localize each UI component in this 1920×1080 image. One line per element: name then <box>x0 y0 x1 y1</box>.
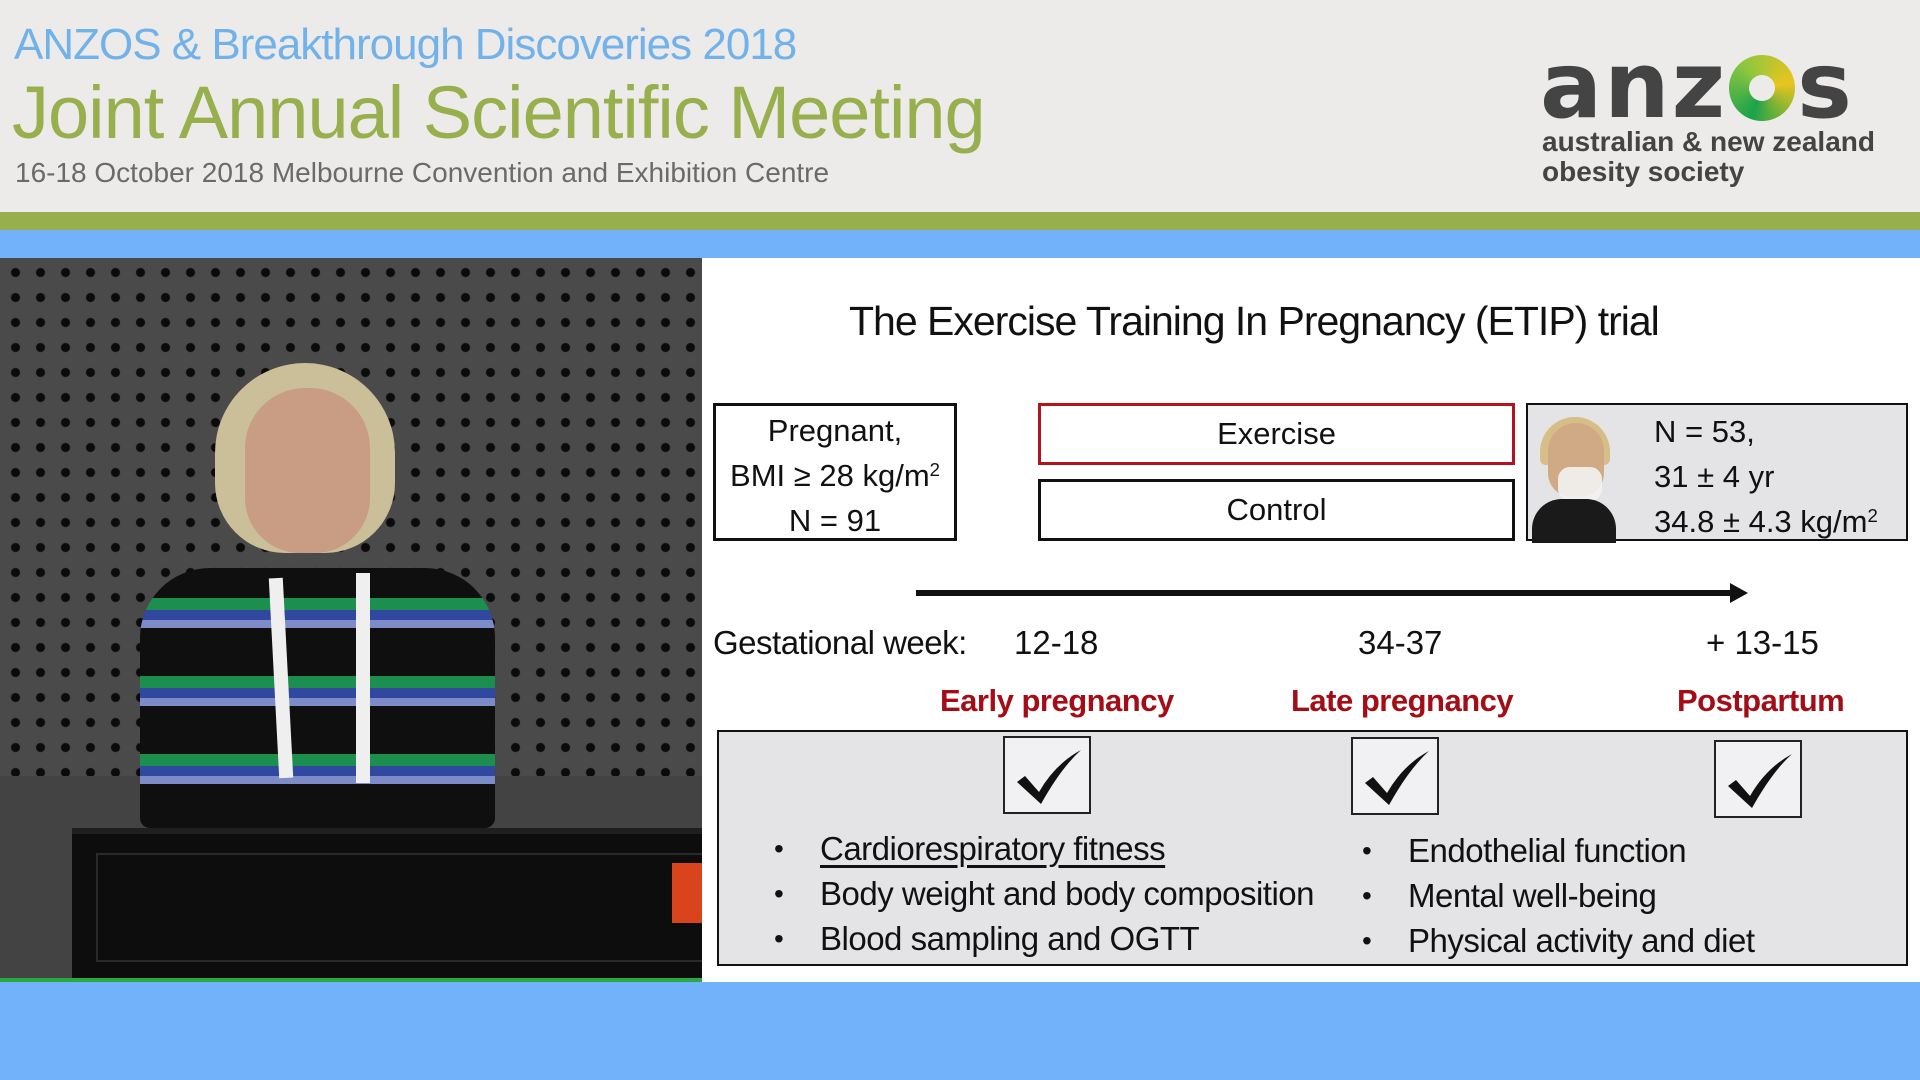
control-arm-box: Control <box>1038 479 1515 541</box>
population-line1: Pregnant, <box>767 413 903 448</box>
meeting-date-venue: 16-18 October 2018 Melbourne Convention … <box>15 157 830 188</box>
conference-header <box>0 0 1920 212</box>
participant-bmi-value: 34.8 ± 4.3 kg/m <box>1654 504 1868 539</box>
population-line2: BMI ≥ 28 kg/m2 <box>716 453 954 498</box>
podium-light <box>672 863 702 923</box>
logo-wordmark-prefix: anz <box>1540 32 1728 139</box>
koru-swirl-icon <box>1729 55 1796 121</box>
phase-early-pregnancy: Early pregnancy <box>940 683 1174 718</box>
participant-age: 31 ± 4 yr <box>1654 459 1775 494</box>
phase-postpartum: Postpartum <box>1677 683 1845 718</box>
participant-photo <box>1528 417 1616 543</box>
speaker-striped-shirt <box>140 568 495 828</box>
logo-wordmark: anz s <box>1540 40 1854 132</box>
outcome-item: Physical activity and diet <box>1362 918 1755 963</box>
conference-name: ANZOS & Breakthrough Discoveries 2018 <box>14 20 797 69</box>
population-line3: N = 91 <box>788 503 882 538</box>
postpartum-week: + 13-15 <box>1706 624 1819 661</box>
logo-wordmark-suffix: s <box>1797 32 1854 139</box>
phase-late-pregnancy: Late pregnancy <box>1291 683 1514 718</box>
arrowhead-icon <box>1730 583 1748 603</box>
bmi-criterion: BMI ≥ 28 kg/m <box>730 458 930 493</box>
green-divider-stripe <box>0 212 1920 230</box>
exercise-arm-box: Exercise <box>1038 403 1515 465</box>
gestational-week-late: 34-37 <box>1358 624 1443 661</box>
participant-bmi: 34.8 ± 4.3 kg/m2 <box>1654 499 1878 544</box>
video-bottom-edge <box>0 978 710 982</box>
outcome-cardiorespiratory-fitness: Cardiorespiratory fitness <box>820 830 1166 867</box>
superscript: 2 <box>1867 504 1878 526</box>
superscript: 2 <box>929 458 940 480</box>
timeline-arrow <box>916 590 1736 596</box>
outcomes-list-right: Endothelial function Mental well-being P… <box>1362 828 1755 963</box>
gestational-week-early: 12-18 <box>1014 624 1099 661</box>
participant-stats: N = 53, 31 ± 4 yr 34.8 ± 4.3 kg/m2 <box>1654 409 1878 544</box>
participant-torso <box>1532 499 1616 543</box>
anzos-logo: anz s australian & new zealand obesity so… <box>1540 40 1900 190</box>
logo-subtitle-line2: obesity society <box>1542 156 1745 187</box>
slide-title: The Exercise Training In Pregnancy (ETIP… <box>849 298 1660 344</box>
outcome-item: Blood sampling and OGTT <box>774 916 1314 961</box>
population-box: Pregnant, BMI ≥ 28 kg/m2 N = 91 <box>713 403 957 541</box>
checkmark-icon <box>1351 737 1439 815</box>
podium-panel <box>96 853 702 962</box>
logo-subtitle-line1: australian & new zealand <box>1542 126 1875 157</box>
lanyard-strap-right <box>356 573 370 783</box>
participant-n: N = 53, <box>1654 414 1755 449</box>
checkmark-icon <box>1003 736 1091 814</box>
outcomes-list-left: Cardiorespiratory fitness Body weight an… <box>774 826 1315 961</box>
gestational-week-label: Gestational week: <box>713 624 967 661</box>
oxygen-mask <box>1558 467 1602 501</box>
outcome-item: Mental well-being <box>1362 873 1755 918</box>
outcome-item: Endothelial function <box>1362 828 1755 873</box>
speaker-face <box>245 388 370 553</box>
checkmark-icon <box>1714 740 1802 818</box>
meeting-title: Joint Annual Scientific Meeting <box>12 71 986 154</box>
participants-box: N = 53, 31 ± 4 yr 34.8 ± 4.3 kg/m2 <box>1526 403 1908 544</box>
outcome-item: Body weight and body composition <box>774 871 1315 916</box>
outcome-item: Cardiorespiratory fitness <box>774 826 1314 871</box>
blue-divider-stripe <box>0 230 1920 258</box>
speaker-video-panel <box>0 258 702 982</box>
